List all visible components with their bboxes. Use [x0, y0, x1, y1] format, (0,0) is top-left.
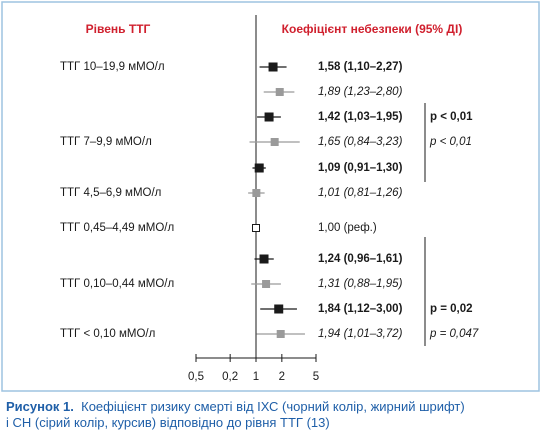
caption-text: і СН (сірий колір, курсив) відповідно до… [6, 415, 330, 430]
estimate-marker [264, 112, 274, 122]
p-value: p = 0,047 [429, 328, 479, 340]
group-label: ТТГ 7–9,9 мМО/л [60, 136, 152, 148]
x-tick-label: 5 [313, 371, 319, 383]
group-label: ТТГ 0,45–4,49 мМО/л [60, 222, 174, 234]
estimate-marker [268, 62, 278, 72]
frame [1, 1, 540, 392]
estimate-marker [252, 224, 260, 232]
chart: Рівень ТТГ Коефіцієнт небезпеки (95% ДІ)… [1, 1, 540, 392]
group-label: ТТГ 10–19,9 мМО/л [60, 61, 165, 73]
estimate-label: 1,00 (реф.) [318, 222, 377, 234]
group-label: ТТГ 4,5–6,9 мМО/л [60, 187, 161, 199]
estimate-label: 1,65 (0,84–3,23) [318, 136, 403, 148]
estimate-label: 1,24 (0,96–1,61) [318, 253, 403, 265]
x-tick-label: 1 [253, 371, 259, 383]
p-value: p = 0,02 [430, 303, 473, 315]
estimate-label: 1,09 (0,91–1,30) [318, 162, 403, 174]
estimate-marker [259, 254, 269, 264]
x-tick-label: 0,2 [222, 371, 238, 383]
estimate-marker [270, 138, 279, 146]
estimate-marker [275, 88, 284, 96]
estimate-label: 1,94 (1,01–3,72) [318, 328, 403, 340]
x-tick-label: 0,5 [188, 371, 204, 383]
caption-label: Рисунок 1. [6, 399, 74, 414]
caption-text: Коефіцієнт ризику смерті від ІХС (чорний… [81, 399, 465, 414]
estimate-label: 1,89 (1,23–2,80) [318, 86, 403, 98]
estimate-marker [254, 163, 264, 173]
group-header: Рівень ТТГ [86, 22, 151, 36]
estimate-label: 1,31 (0,88–1,95) [318, 278, 403, 290]
estimate-marker [252, 189, 261, 197]
estimate-header: Коефіцієнт небезпеки (95% ДІ) [282, 22, 463, 36]
group-label: ТТГ 0,10–0,44 мМО/л [60, 278, 174, 290]
x-tick-label: 2 [279, 371, 285, 383]
estimate-label: 1,58 (1,10–2,27) [318, 61, 403, 73]
estimate-marker [274, 304, 284, 314]
estimate-marker [276, 330, 285, 338]
estimate-label: 1,84 (1,12–3,00) [318, 303, 403, 315]
estimate-label: 1,01 (0,81–1,26) [318, 187, 403, 199]
p-value: p < 0,01 [429, 136, 472, 148]
caption: Рисунок 1. Коефіцієнт ризику смерті від … [6, 399, 465, 431]
estimate-marker [262, 280, 271, 288]
group-label: ТТГ < 0,10 мМО/л [60, 328, 155, 340]
p-value: p < 0,01 [430, 111, 473, 123]
estimate-label: 1,42 (1,03–1,95) [318, 111, 403, 123]
